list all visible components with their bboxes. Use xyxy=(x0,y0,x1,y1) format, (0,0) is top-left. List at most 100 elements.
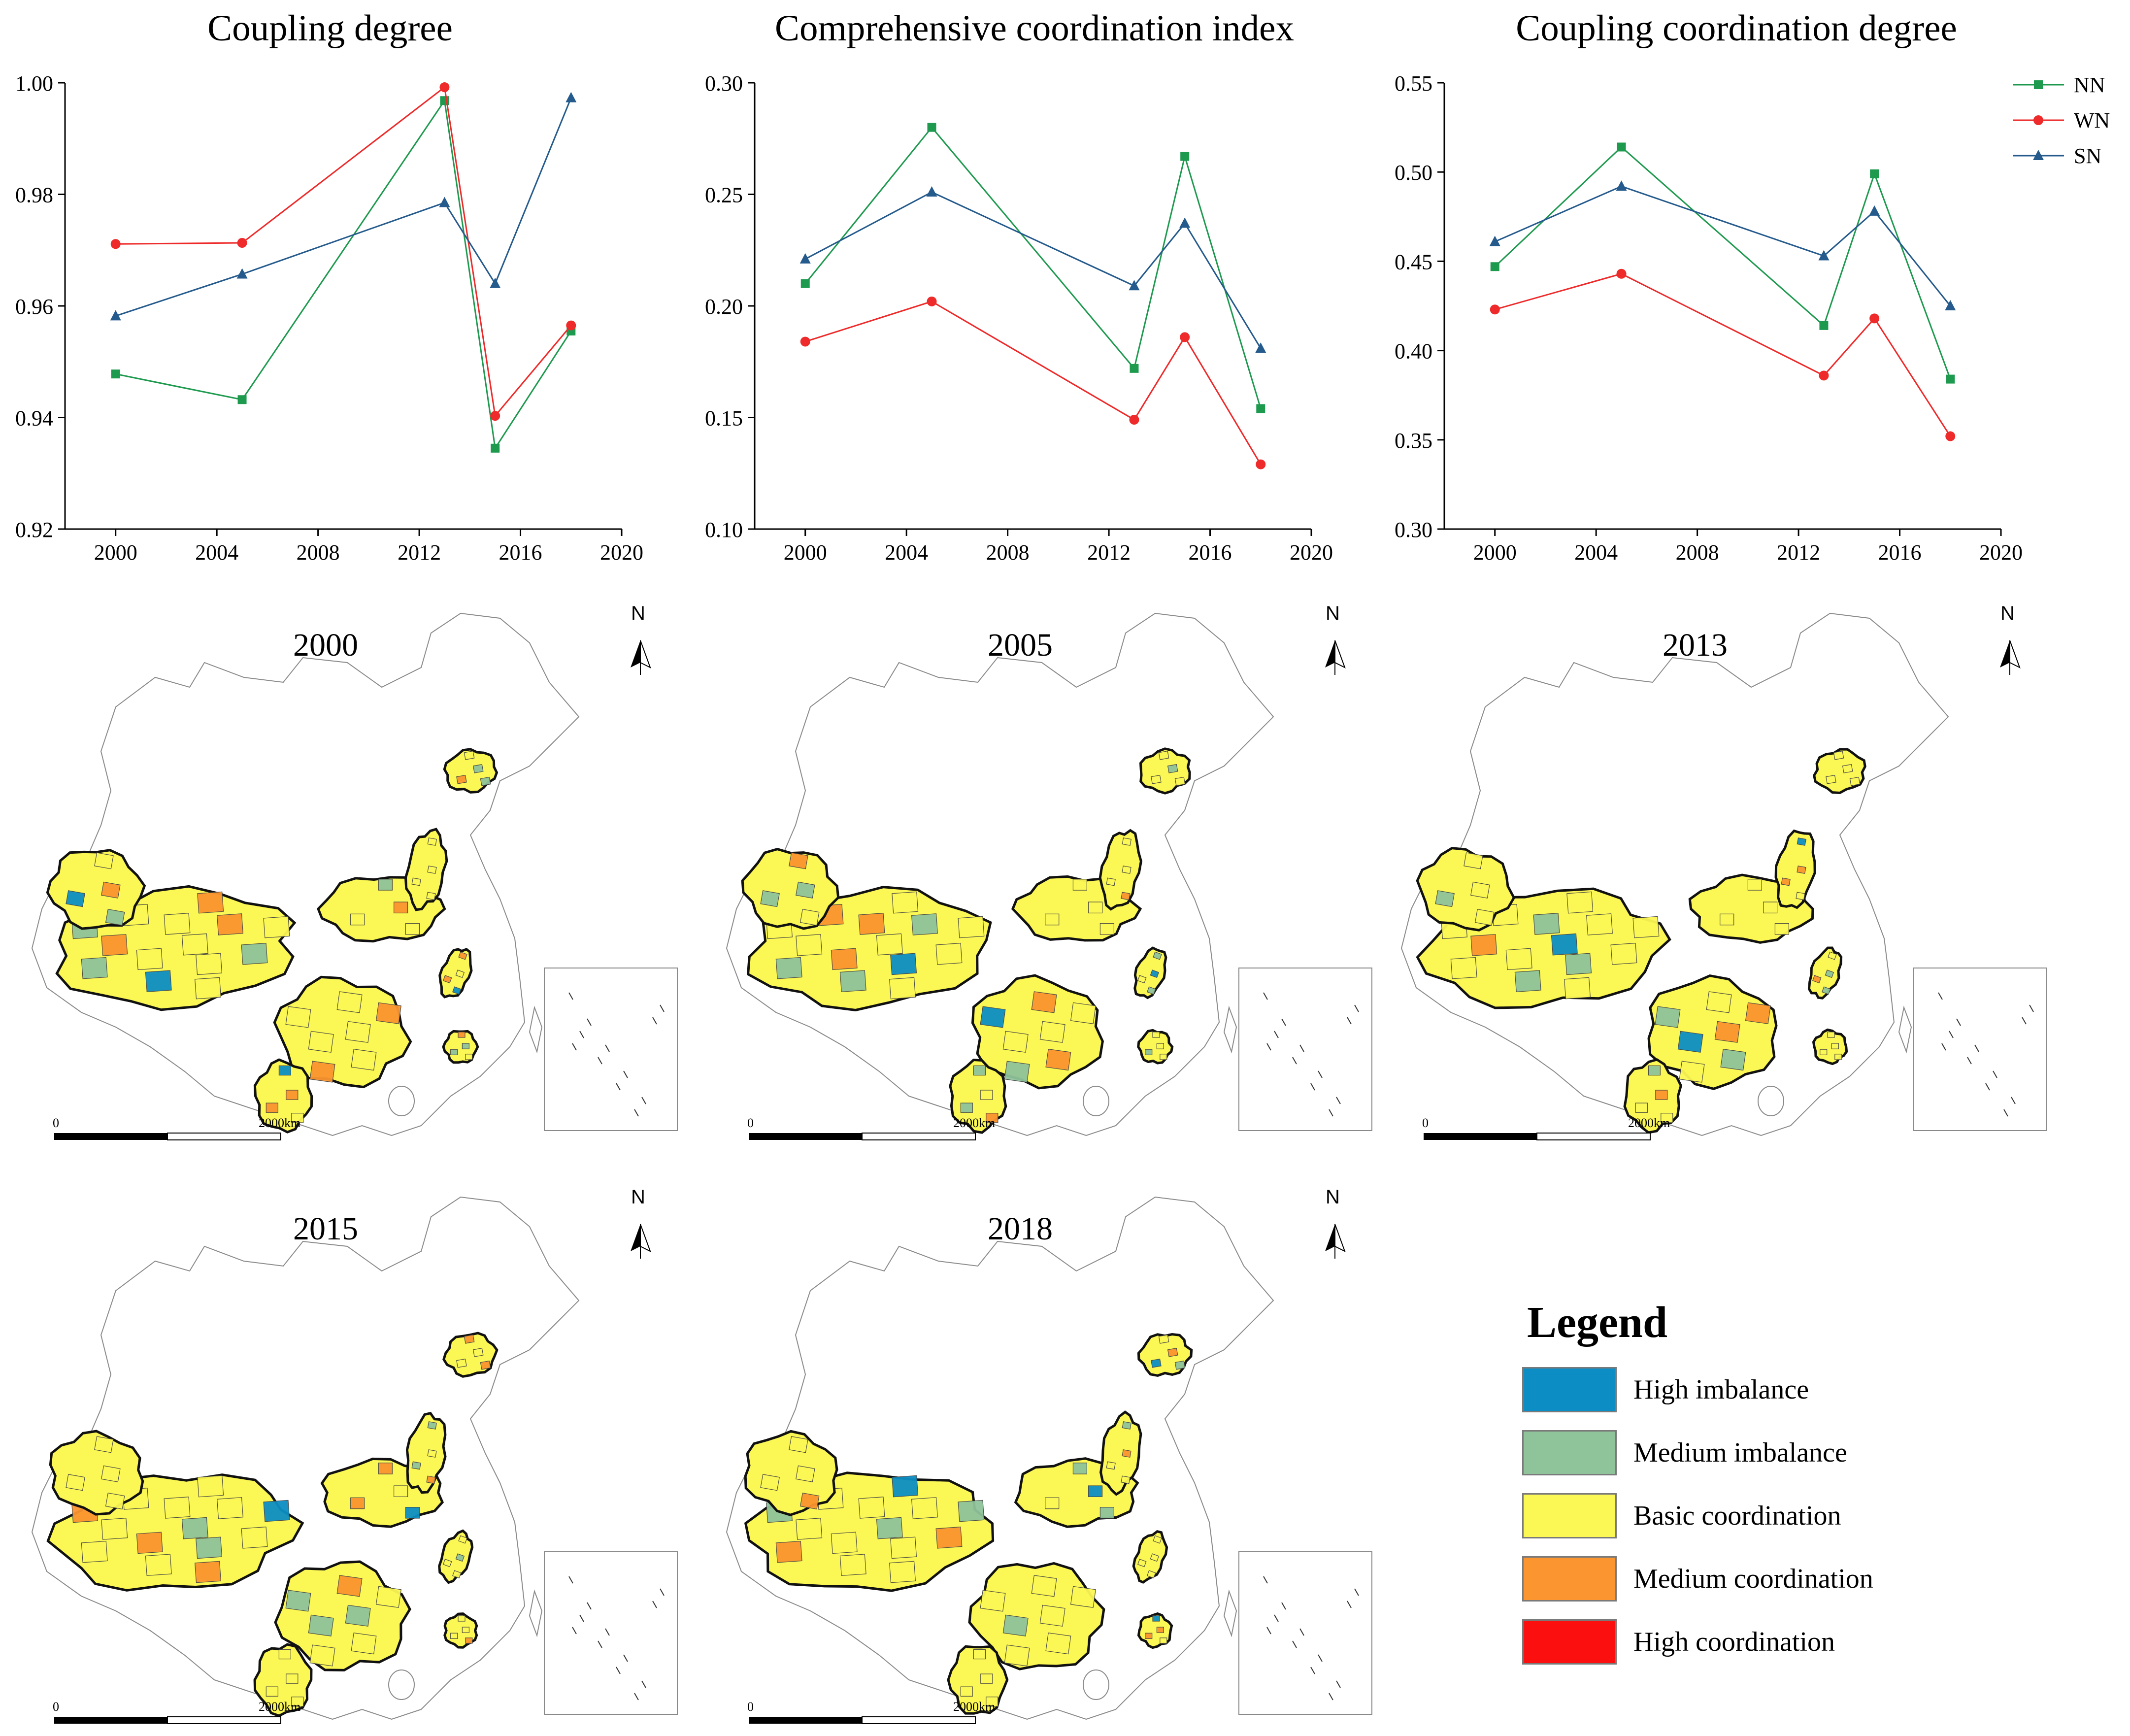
study-region xyxy=(438,948,473,999)
county-cell xyxy=(1635,1102,1648,1113)
county-cell xyxy=(1564,977,1591,1000)
county-cell xyxy=(145,970,172,993)
inset-island-mark xyxy=(1329,1109,1333,1117)
county-cell xyxy=(1122,837,1132,846)
county-cell xyxy=(375,1586,401,1608)
county-cell xyxy=(980,1090,993,1100)
county-cell xyxy=(105,1493,125,1510)
legend-item-high-coordination: High coordination xyxy=(1522,1619,1835,1665)
inset-island-mark xyxy=(587,1602,592,1610)
county-cell xyxy=(427,866,437,874)
data-point-sn xyxy=(1129,280,1140,291)
county-cell xyxy=(1167,764,1178,773)
legend-label: Medium imbalance xyxy=(1633,1437,1847,1468)
county-cell xyxy=(452,1570,462,1579)
inset-island-mark xyxy=(598,1640,602,1648)
county-cell xyxy=(1002,1614,1029,1636)
county-cell xyxy=(1720,1048,1746,1071)
inset-island-mark xyxy=(660,1004,665,1012)
scale-end-label: 2000km xyxy=(953,1700,996,1714)
county-cell xyxy=(94,1436,114,1453)
data-point-wn xyxy=(1129,415,1139,425)
study-region xyxy=(1812,1028,1848,1066)
county-cell xyxy=(1137,1559,1147,1568)
line-chart-coupling-degree: 0.92 0.94 0.96 0.98 1.00 2000 2004 2008 2012 2016… xyxy=(15,71,643,565)
county-cell xyxy=(181,1517,208,1539)
data-point-nn xyxy=(800,279,810,288)
y-tick-label: 0.25 xyxy=(705,183,743,207)
county-cell xyxy=(831,948,858,970)
scale-start-label: 0 xyxy=(1422,1116,1429,1130)
study-region xyxy=(1098,829,1143,911)
inset-island-mark xyxy=(1956,1018,1961,1026)
county-cell xyxy=(405,1506,420,1519)
county-cell xyxy=(263,1500,290,1522)
county-cell xyxy=(1039,1604,1065,1627)
region-boundary xyxy=(968,1562,1105,1670)
county-cell xyxy=(136,1532,163,1554)
county-cell xyxy=(375,1002,401,1024)
inset-island-mark xyxy=(605,1044,610,1052)
county-cell xyxy=(1827,1032,1835,1038)
scale-end-label: 2000km xyxy=(1628,1116,1670,1130)
data-point-sn xyxy=(490,277,501,288)
county-cell xyxy=(196,953,223,975)
inset-island-mark xyxy=(1274,1031,1279,1038)
north-arrow-stem xyxy=(640,653,641,675)
south-sea-inset xyxy=(1238,1551,1372,1715)
county-cell xyxy=(465,1054,473,1060)
county-cell xyxy=(889,977,916,1000)
county-cell xyxy=(1610,942,1637,965)
county-cell xyxy=(217,913,243,935)
county-cell xyxy=(960,1686,973,1697)
inset-island-mark xyxy=(1263,1576,1268,1584)
inset-island-mark xyxy=(634,1109,639,1117)
county-cell xyxy=(197,891,224,914)
data-point-nn xyxy=(491,443,500,453)
legend-item-medium-imbalance: Medium imbalance xyxy=(1522,1430,1847,1475)
county-cell xyxy=(1147,986,1156,995)
legend-label-nn: NN xyxy=(2074,73,2105,97)
north-arrow-left xyxy=(1325,640,1335,668)
map-2018 xyxy=(726,1196,1372,1724)
data-point-sn xyxy=(1945,300,1956,310)
x-tick-label: 2004 xyxy=(885,540,928,565)
series-line-wn xyxy=(805,300,1262,465)
inset-island-mark xyxy=(1949,1031,1954,1038)
south-sea-inset xyxy=(1238,968,1372,1131)
data-point-nn xyxy=(1617,142,1626,152)
study-region xyxy=(1139,747,1191,795)
county-cell xyxy=(462,1627,470,1633)
county-cell xyxy=(1632,916,1660,938)
inset-island-mark xyxy=(2003,1109,2008,1117)
study-region xyxy=(1099,1410,1142,1496)
region-boundary xyxy=(1133,946,1167,1000)
county-cell xyxy=(426,1475,436,1484)
county-cell xyxy=(1145,1049,1153,1056)
county-cell xyxy=(973,1649,986,1660)
county-cell xyxy=(263,916,290,938)
county-cell xyxy=(1153,1535,1162,1544)
region-boundary xyxy=(1416,847,1516,932)
county-cell xyxy=(1004,1061,1030,1083)
hainan-outline xyxy=(388,1086,415,1116)
county-cell xyxy=(462,1043,470,1049)
inset-island-mark xyxy=(1310,1083,1315,1091)
north-arrow-right xyxy=(1334,640,1346,669)
county-cell xyxy=(241,942,268,965)
scale-start-label: 0 xyxy=(747,1700,754,1714)
legend-swatch-high-coordination xyxy=(1522,1619,1617,1665)
data-point-wn xyxy=(1256,459,1266,469)
data-point-wn xyxy=(800,336,810,347)
county-cell xyxy=(181,933,208,956)
county-cell xyxy=(197,1475,224,1498)
county-cell xyxy=(1655,1090,1668,1100)
scale-bar-white xyxy=(862,1133,976,1140)
map-year-label: 2000 xyxy=(293,627,358,663)
north-arrow-left xyxy=(631,1224,640,1251)
county-cell xyxy=(890,1536,917,1559)
county-cell xyxy=(266,1686,278,1697)
county-cell xyxy=(1167,1348,1178,1357)
scale-bar-white xyxy=(1536,1133,1651,1140)
study-region xyxy=(1416,847,1516,932)
